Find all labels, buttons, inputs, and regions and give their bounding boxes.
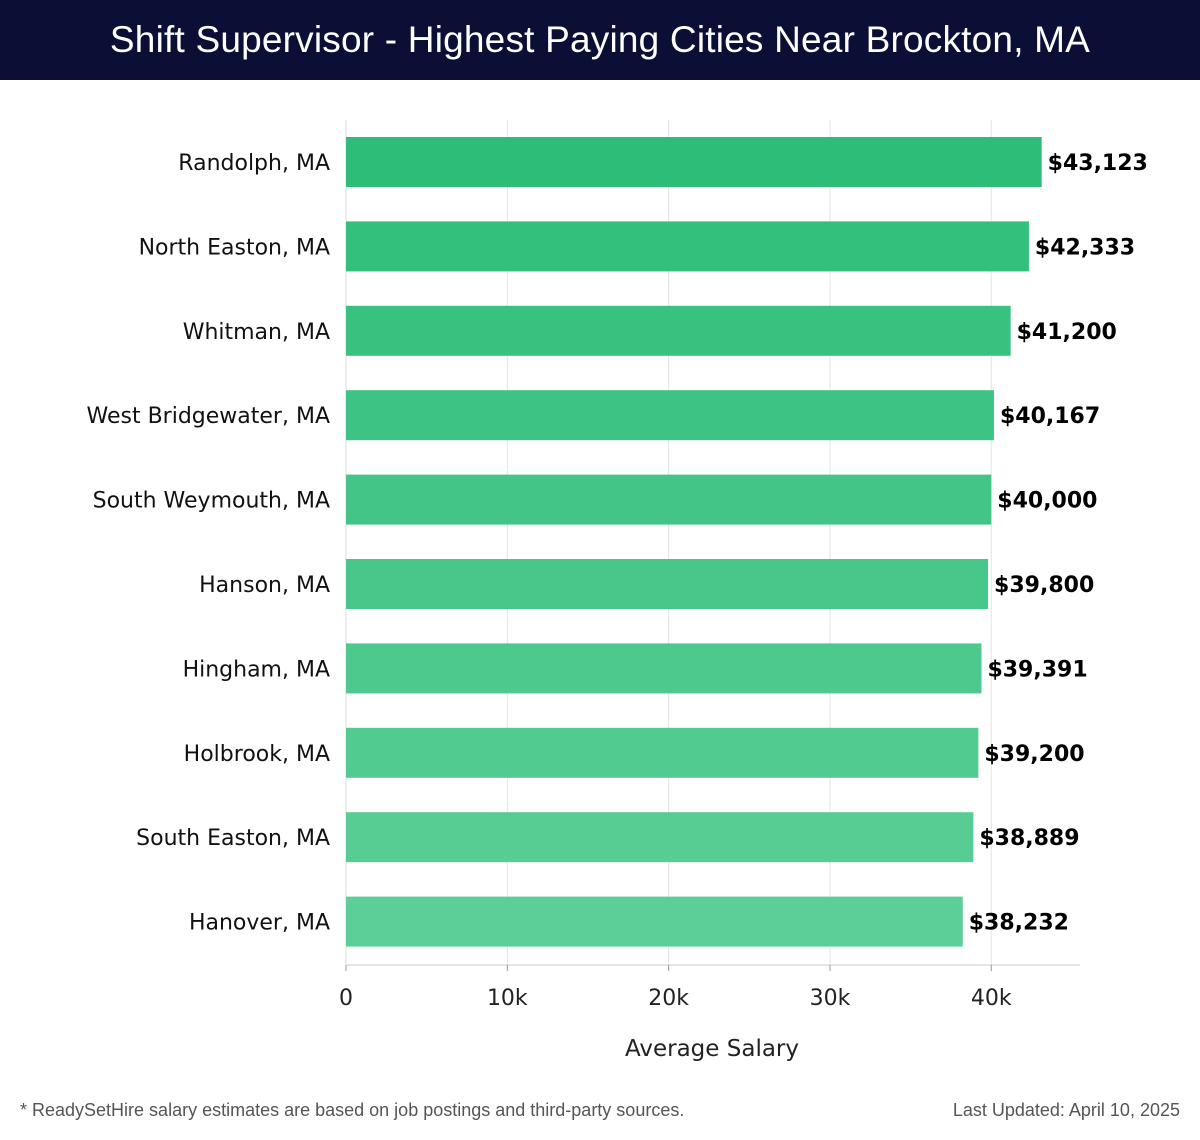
category-label: North Easton, MA xyxy=(139,235,330,260)
category-label: Holbrook, MA xyxy=(184,742,330,767)
bar xyxy=(346,305,1011,356)
category-label: West Bridgewater, MA xyxy=(87,404,331,429)
category-label: South Easton, MA xyxy=(136,826,330,851)
bar xyxy=(346,474,992,525)
data-label: $43,123 xyxy=(1048,151,1148,176)
category-label: Hanover, MA xyxy=(189,911,330,936)
x-tick-label: 30k xyxy=(810,986,851,1011)
x-axis-label: Average Salary xyxy=(625,1036,799,1062)
x-tick-label: 20k xyxy=(648,986,689,1011)
category-label: South Weymouth, MA xyxy=(93,489,330,514)
data-label: $39,800 xyxy=(994,573,1094,598)
bar-chart: Randolph, MA $43,123 North Easton, MA $42,3… xyxy=(87,120,1148,1062)
x-tick-label: 40k xyxy=(971,986,1012,1011)
last-updated: Last Updated: April 10, 2025 xyxy=(952,1100,1180,1120)
data-label: $41,200 xyxy=(1017,320,1117,345)
x-tick-label: 10k xyxy=(487,986,528,1011)
data-label: $38,889 xyxy=(979,826,1079,851)
chart-title: Shift Supervisor - Highest Paying Cities… xyxy=(109,19,1091,60)
data-label: $39,200 xyxy=(984,742,1084,767)
data-label: $39,391 xyxy=(987,657,1087,682)
bar xyxy=(346,812,974,863)
category-label: Hanson, MA xyxy=(199,573,330,598)
data-label: $42,333 xyxy=(1035,235,1135,260)
bar xyxy=(346,221,1029,272)
bar xyxy=(346,643,982,694)
x-tick-label: 0 xyxy=(339,986,353,1011)
bar xyxy=(346,137,1042,187)
bar xyxy=(346,727,979,778)
bar xyxy=(346,559,989,609)
bar xyxy=(346,390,994,441)
chart-header: Shift Supervisor - Highest Paying Cities… xyxy=(0,0,1200,80)
category-label: Hingham, MA xyxy=(183,657,330,682)
footer-note: * ReadySetHire salary estimates are base… xyxy=(20,1100,685,1120)
data-label: $40,167 xyxy=(1000,404,1100,429)
bars: Randolph, MA $43,123 North Easton, MA $42,3… xyxy=(87,137,1148,947)
bar xyxy=(346,896,963,947)
category-label: Randolph, MA xyxy=(178,151,330,176)
x-axis: 0 10k 20k 30k 40k xyxy=(339,964,1080,1011)
category-label: Whitman, MA xyxy=(183,320,330,345)
data-label: $38,232 xyxy=(969,911,1069,936)
data-label: $40,000 xyxy=(997,489,1097,514)
